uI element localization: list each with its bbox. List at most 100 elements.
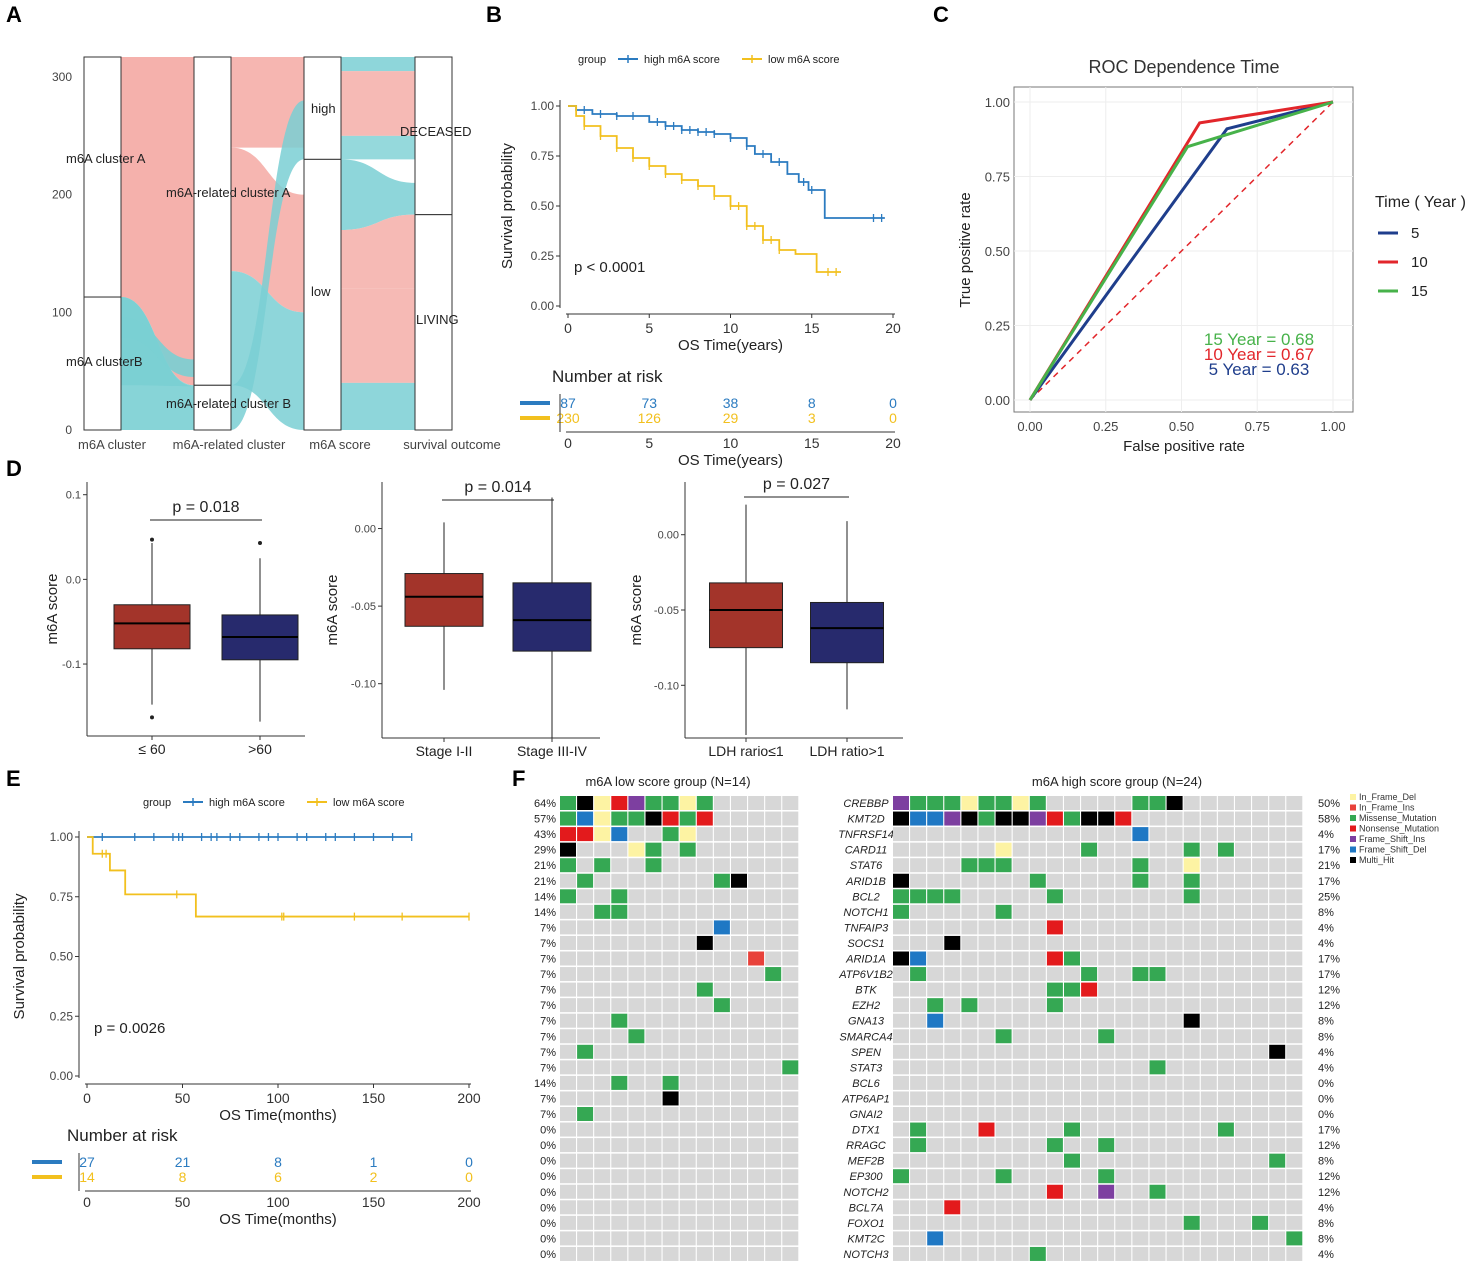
low-pct-label: 43% bbox=[534, 829, 556, 841]
mutation-cell bbox=[696, 1184, 713, 1199]
mutation-cell bbox=[1081, 811, 1098, 826]
mutation-cell bbox=[978, 889, 995, 904]
mutation-cell bbox=[628, 1200, 645, 1215]
mutation-cell bbox=[594, 1013, 611, 1028]
mutation-cell bbox=[944, 889, 961, 904]
mutation-cell bbox=[927, 998, 944, 1013]
legend-swatch bbox=[1350, 794, 1356, 800]
mutation-cell bbox=[910, 1075, 927, 1090]
mutation-cell bbox=[1183, 1107, 1200, 1121]
mutation-cell bbox=[1183, 1246, 1200, 1261]
flow-band bbox=[231, 57, 304, 78]
high-pct-label: 12% bbox=[1318, 1171, 1340, 1183]
mutation-cell bbox=[713, 1231, 730, 1246]
mutation-cell bbox=[611, 1029, 628, 1044]
mutation-cell bbox=[748, 935, 765, 950]
p-value: p = 0.014 bbox=[464, 479, 531, 496]
mutation-cell bbox=[645, 827, 662, 842]
mutation-cell bbox=[1081, 1029, 1098, 1044]
mutation-cell bbox=[910, 1138, 927, 1153]
mutation-cell bbox=[910, 1044, 927, 1059]
mutation-cell bbox=[944, 827, 961, 842]
mutation-cell bbox=[628, 1231, 645, 1246]
mutation-cell bbox=[731, 1231, 747, 1246]
mutation-cell bbox=[961, 1044, 978, 1059]
mutation-cell bbox=[748, 982, 765, 997]
mutation-cell bbox=[731, 951, 747, 966]
gene-label: BCL6 bbox=[852, 1078, 880, 1090]
mutation-cell bbox=[1166, 1215, 1183, 1230]
high-pct-label: 4% bbox=[1318, 1202, 1334, 1214]
mutation-cell bbox=[995, 1184, 1012, 1199]
boxplot-ldh: 0.00 -0.05 -0.10 m6A score LDH rario≤1 LDH ra… bbox=[628, 476, 903, 759]
mutation-cell bbox=[782, 1013, 799, 1028]
mutation-cell bbox=[1252, 1200, 1269, 1215]
mutation-cell bbox=[1149, 1215, 1166, 1230]
risk-value: 87 bbox=[560, 395, 576, 411]
mutation-cell bbox=[577, 842, 594, 857]
mutation-cell bbox=[1235, 951, 1251, 966]
mutation-cell bbox=[995, 920, 1012, 935]
x-tick-label: 0.00 bbox=[1017, 419, 1042, 434]
mutation-cell bbox=[1166, 1013, 1183, 1028]
mutation-cell bbox=[910, 1231, 927, 1246]
mutation-cell bbox=[978, 1091, 995, 1106]
stratum-label: low bbox=[311, 284, 331, 299]
mutation-cell bbox=[611, 904, 628, 919]
mutation-cell bbox=[748, 811, 765, 826]
mutation-cell bbox=[1149, 811, 1166, 826]
mutation-cell bbox=[1081, 904, 1098, 919]
mutation-cell bbox=[731, 1215, 747, 1230]
mutation-cell bbox=[1183, 1029, 1200, 1044]
mutation-cell bbox=[731, 1153, 747, 1168]
mutation-cell bbox=[1081, 1169, 1098, 1184]
mutation-cell bbox=[1252, 904, 1269, 919]
mutation-cell bbox=[577, 1215, 594, 1230]
mutation-cell bbox=[1166, 1060, 1183, 1075]
legend-label: In_Frame_Ins bbox=[1359, 803, 1415, 813]
x-tick-label: 200 bbox=[457, 1090, 481, 1106]
y-tick-label: 0.50 bbox=[531, 199, 555, 213]
mutation-cell bbox=[910, 1200, 927, 1215]
mutation-cell bbox=[1149, 1075, 1166, 1090]
mutation-cell bbox=[910, 1107, 927, 1121]
mutation-cell bbox=[1269, 998, 1286, 1013]
mutation-cell bbox=[961, 889, 978, 904]
mutation-cell bbox=[611, 982, 628, 997]
risk-x-axis-title: OS Time(years) bbox=[678, 452, 783, 469]
mutation-cell bbox=[1252, 1122, 1269, 1137]
mutation-cell bbox=[1166, 982, 1183, 997]
mutation-cell bbox=[1286, 1044, 1303, 1059]
mutation-cell bbox=[731, 1200, 747, 1215]
mutation-cell bbox=[1235, 827, 1251, 842]
x-tick-label: 150 bbox=[362, 1090, 386, 1106]
mutation-cell bbox=[1149, 827, 1166, 842]
mutation-cell bbox=[1269, 796, 1286, 810]
gene-label: STAT3 bbox=[850, 1062, 883, 1074]
mutation-cell bbox=[679, 1169, 696, 1184]
mutation-cell bbox=[696, 951, 713, 966]
mutation-cell bbox=[560, 811, 576, 826]
low-pct-label: 21% bbox=[534, 876, 556, 888]
mutation-cell bbox=[1166, 1122, 1183, 1137]
legend-swatch bbox=[1350, 825, 1356, 832]
mutation-cell bbox=[1098, 842, 1115, 857]
mutation-cell bbox=[1217, 1138, 1234, 1153]
mutation-cell bbox=[713, 998, 730, 1013]
mutation-cell bbox=[1132, 811, 1149, 826]
y-axis-title: m6A score bbox=[44, 574, 61, 645]
mutation-cell bbox=[1166, 827, 1183, 842]
mutation-cell bbox=[1149, 982, 1166, 997]
mutation-cell bbox=[1183, 1215, 1200, 1230]
mutation-cell bbox=[995, 811, 1012, 826]
mutation-cell bbox=[1235, 1091, 1251, 1106]
mutation-cell bbox=[696, 827, 713, 842]
low-pct-label: 0% bbox=[540, 1249, 556, 1261]
risk-value: 38 bbox=[723, 395, 739, 411]
mutation-cell bbox=[1269, 1231, 1286, 1246]
mutation-cell bbox=[713, 858, 730, 873]
mutation-cell bbox=[1029, 1231, 1046, 1246]
km-plot-months: group high m6A score low m6A score 0.00 0.25… bbox=[11, 797, 481, 1228]
mutation-cell bbox=[961, 1153, 978, 1168]
mutation-cell bbox=[1046, 827, 1063, 842]
